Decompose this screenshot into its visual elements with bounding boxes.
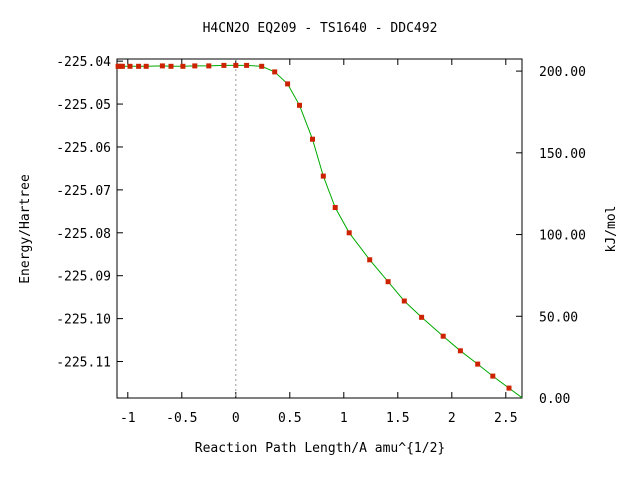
x-tick-label: 0 <box>232 411 240 426</box>
data-point <box>119 63 125 69</box>
y-axis-label: Energy/Hartree <box>18 174 33 284</box>
x-tick-label: 0.5 <box>278 411 301 426</box>
y2-axis-label: kJ/mol <box>604 206 619 253</box>
y-tick-label: -225.05 <box>56 98 111 113</box>
y2-tick-label: 0.00 <box>539 392 570 407</box>
data-point <box>320 173 326 179</box>
y2-tick-label: 200.00 <box>539 65 586 80</box>
data-point <box>332 205 338 210</box>
y-tick-label: -225.07 <box>56 184 111 199</box>
series-layer <box>115 62 523 399</box>
data-point <box>297 102 302 108</box>
x-tick-label: 2.5 <box>494 411 517 426</box>
data-point <box>401 298 407 304</box>
x-tick-label: 2 <box>448 411 456 426</box>
y-tick-label: -225.09 <box>56 270 111 285</box>
data-point <box>127 63 133 69</box>
y2-tick-label: 150.00 <box>539 147 586 162</box>
energy-curve <box>118 64 523 399</box>
data-point <box>244 62 250 68</box>
x-tick-label: 1 <box>340 411 348 426</box>
x-axis-label: Reaction Path Length/A amu^{1/2} <box>195 441 445 456</box>
y-tick-label: -225.08 <box>56 227 111 242</box>
data-point <box>221 62 227 68</box>
plot-border <box>116 58 523 399</box>
data-point <box>419 314 425 320</box>
data-point <box>168 63 174 69</box>
data-point <box>440 333 446 339</box>
data-point <box>285 81 291 87</box>
data-point <box>159 63 165 69</box>
x-tick-label: -0.5 <box>166 411 197 426</box>
y-axis-right: 0.00 50.00 100.00 150.00 200.00 <box>516 65 586 407</box>
data-point <box>180 63 186 69</box>
data-point <box>367 257 373 263</box>
data-point <box>457 348 463 354</box>
y-tick-label: -225.06 <box>56 141 111 156</box>
y-tick-label: -225.11 <box>56 356 111 371</box>
data-point <box>143 63 149 69</box>
data-point <box>259 63 265 69</box>
plot-frame <box>116 58 523 399</box>
chart-title: H4CN2O EQ209 - TS1640 - DDC492 <box>203 21 438 36</box>
data-point <box>475 361 481 367</box>
y-tick-label: -225.04 <box>56 55 111 70</box>
x-tick-label: -1 <box>120 411 136 426</box>
data-point <box>310 136 315 142</box>
data-point <box>192 63 198 69</box>
y-tick-label: -225.10 <box>56 313 111 328</box>
data-point <box>490 373 496 379</box>
y-axis-left: -225.04 -225.05 -225.06 -225.07 -225.08 -225.… <box>56 55 123 371</box>
data-point <box>272 69 278 75</box>
data-point <box>233 62 239 68</box>
data-point <box>346 230 352 236</box>
data-point <box>506 385 512 391</box>
y2-tick-label: 100.00 <box>539 229 586 244</box>
x-tick-label: 1.5 <box>386 411 409 426</box>
x-axis: -1 -0.5 0 0.5 1 1.5 2 2.5 <box>120 59 518 426</box>
y2-tick-label: 50.00 <box>539 310 578 325</box>
data-point <box>385 279 391 285</box>
data-point <box>206 63 212 69</box>
data-point <box>136 63 142 69</box>
